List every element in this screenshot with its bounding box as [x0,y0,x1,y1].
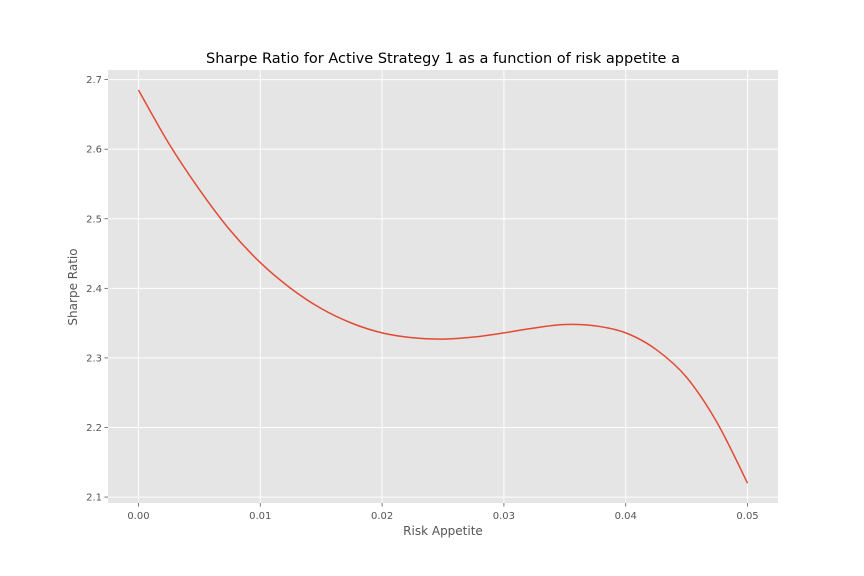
x-tick-label: 0.01 [249,511,271,522]
y-tick-label: 2.7 [86,75,102,86]
x-tick-label: 0.05 [736,511,758,522]
x-tick-label: 0.02 [371,511,393,522]
x-axis-label: Risk Appetite [403,524,483,538]
grid-lines [108,70,778,503]
chart-title: Sharpe Ratio for Active Strategy 1 as a … [206,51,680,67]
y-axis-label: Sharpe Ratio [66,248,80,325]
x-tick-label: 0.04 [615,511,637,522]
plot-background [108,70,778,503]
x-tick-label: 0.03 [493,511,515,522]
y-tick-label: 2.5 [86,214,102,225]
x-axis-ticks: 0.00 0.01 0.02 0.03 0.04 0.05 [127,503,759,522]
y-tick-label: 2.1 [86,493,102,504]
y-tick-label: 2.3 [86,353,102,364]
series-line [137,89,749,484]
y-tick-label: 2.2 [86,423,102,434]
y-tick-label: 2.6 [86,145,102,156]
y-tick-label: 2.4 [86,284,102,295]
y-axis-ticks: 2.1 2.2 2.3 2.4 2.5 2.6 2.7 [86,75,108,504]
x-tick-label: 0.00 [127,511,149,522]
series-group [137,89,749,484]
